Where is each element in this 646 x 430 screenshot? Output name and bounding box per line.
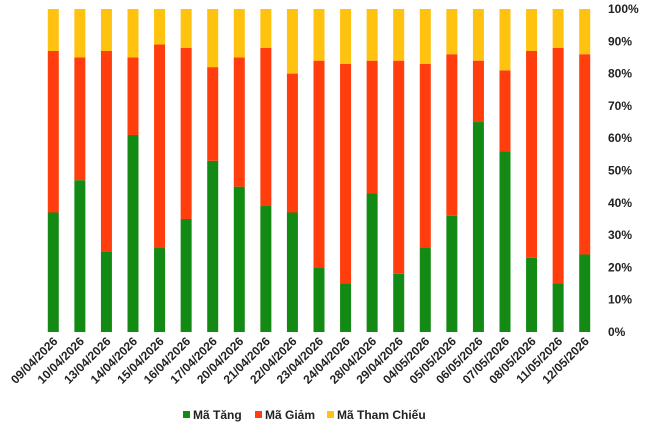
bar-segment-4-1 xyxy=(154,44,166,249)
y-tick-label: 60% xyxy=(608,131,632,145)
bar-segment-3-1 xyxy=(127,57,139,135)
bar-segment-18-0 xyxy=(526,257,538,332)
bar-segment-11-2 xyxy=(340,9,352,64)
bar-segment-10-2 xyxy=(313,9,325,61)
bar-segment-19-1 xyxy=(552,47,564,284)
legend-swatch-1 xyxy=(255,411,262,418)
bar-segment-5-1 xyxy=(180,47,192,219)
bar-segment-9-2 xyxy=(286,9,298,74)
bar-segment-2-1 xyxy=(100,50,112,252)
legend-swatch-0 xyxy=(183,411,190,418)
bar-segment-5-0 xyxy=(180,218,192,332)
bar-segment-12-1 xyxy=(366,60,378,194)
bar-segment-5-2 xyxy=(180,9,192,48)
bar-segment-16-1 xyxy=(472,60,484,123)
bar-segment-1-0 xyxy=(74,180,86,332)
bar-segment-16-2 xyxy=(472,9,484,61)
bar-segment-12-0 xyxy=(366,193,378,332)
bar-segment-8-1 xyxy=(260,47,272,207)
bar-segment-14-1 xyxy=(419,63,431,249)
y-tick-label: 30% xyxy=(608,228,632,242)
bar-segment-11-1 xyxy=(340,63,352,284)
bar-segment-17-0 xyxy=(499,151,511,332)
bar-segment-17-2 xyxy=(499,9,511,71)
bar-segment-8-0 xyxy=(260,206,272,332)
bar-segment-1-2 xyxy=(74,9,86,58)
bar-segment-8-2 xyxy=(260,9,272,48)
bar-segment-19-2 xyxy=(552,9,564,48)
x-axis: 09/04/202610/04/202613/04/202614/04/2026… xyxy=(8,334,592,387)
bar-segment-0-1 xyxy=(47,50,59,213)
bar-segment-0-2 xyxy=(47,9,59,51)
y-tick-label: 100% xyxy=(608,2,639,16)
bar-segment-6-2 xyxy=(207,9,219,68)
y-tick-label: 70% xyxy=(608,99,632,113)
y-tick-label: 10% xyxy=(608,293,632,307)
y-tick-label: 80% xyxy=(608,67,632,81)
y-tick-label: 90% xyxy=(608,34,632,48)
bar-segment-17-1 xyxy=(499,70,511,152)
bar-segment-6-1 xyxy=(207,67,219,161)
legend-label-1: Mã Giảm xyxy=(265,408,315,422)
bar-segment-11-0 xyxy=(340,283,352,332)
y-tick-label: 40% xyxy=(608,196,632,210)
bar-segment-15-1 xyxy=(446,54,458,216)
bar-segment-14-2 xyxy=(419,9,431,64)
bar-segment-16-0 xyxy=(472,122,484,332)
bar-segment-3-2 xyxy=(127,9,139,58)
legend: Mã Tăng Mã Giảm Mã Tham Chiếu xyxy=(183,408,426,422)
bar-segment-7-1 xyxy=(233,57,245,187)
bar-segment-4-2 xyxy=(154,9,166,45)
y-tick-label: 0% xyxy=(608,325,626,339)
bar-segment-10-1 xyxy=(313,60,325,268)
bar-segment-2-2 xyxy=(100,9,112,51)
bar-segment-4-0 xyxy=(154,248,166,332)
bar-segment-0-0 xyxy=(47,212,59,332)
bar-segment-13-1 xyxy=(393,60,405,274)
legend-label-0: Mã Tăng xyxy=(193,408,242,422)
y-tick-label: 20% xyxy=(608,260,632,274)
bar-segment-1-1 xyxy=(74,57,86,181)
bar-segment-20-1 xyxy=(579,54,591,255)
bar-segment-15-2 xyxy=(446,9,458,55)
bar-segment-20-2 xyxy=(579,9,591,55)
bar-segment-9-1 xyxy=(286,73,298,213)
bar-segment-10-0 xyxy=(313,267,325,332)
bars-layer xyxy=(47,9,591,332)
bar-segment-3-0 xyxy=(127,134,139,332)
y-tick-label: 50% xyxy=(608,164,632,178)
bar-segment-7-0 xyxy=(233,186,245,332)
bar-segment-13-2 xyxy=(393,9,405,61)
bar-segment-14-0 xyxy=(419,248,431,332)
bar-segment-20-0 xyxy=(579,254,591,332)
bar-segment-13-0 xyxy=(393,273,405,332)
legend-swatch-2 xyxy=(327,411,334,418)
bar-segment-15-0 xyxy=(446,215,458,332)
bar-segment-18-2 xyxy=(526,9,538,51)
y-axis: 0% 10% 20% 30% 40% 50% 60% 70% 80% 90% 100% xyxy=(608,2,639,339)
bar-segment-7-2 xyxy=(233,9,245,58)
bar-segment-6-0 xyxy=(207,160,219,332)
bar-segment-18-1 xyxy=(526,50,538,258)
bar-segment-9-0 xyxy=(286,212,298,332)
bar-segment-2-0 xyxy=(100,251,112,332)
bar-segment-12-2 xyxy=(366,9,378,61)
legend-label-2: Mã Tham Chiếu xyxy=(337,408,426,422)
bar-segment-19-0 xyxy=(552,283,564,332)
